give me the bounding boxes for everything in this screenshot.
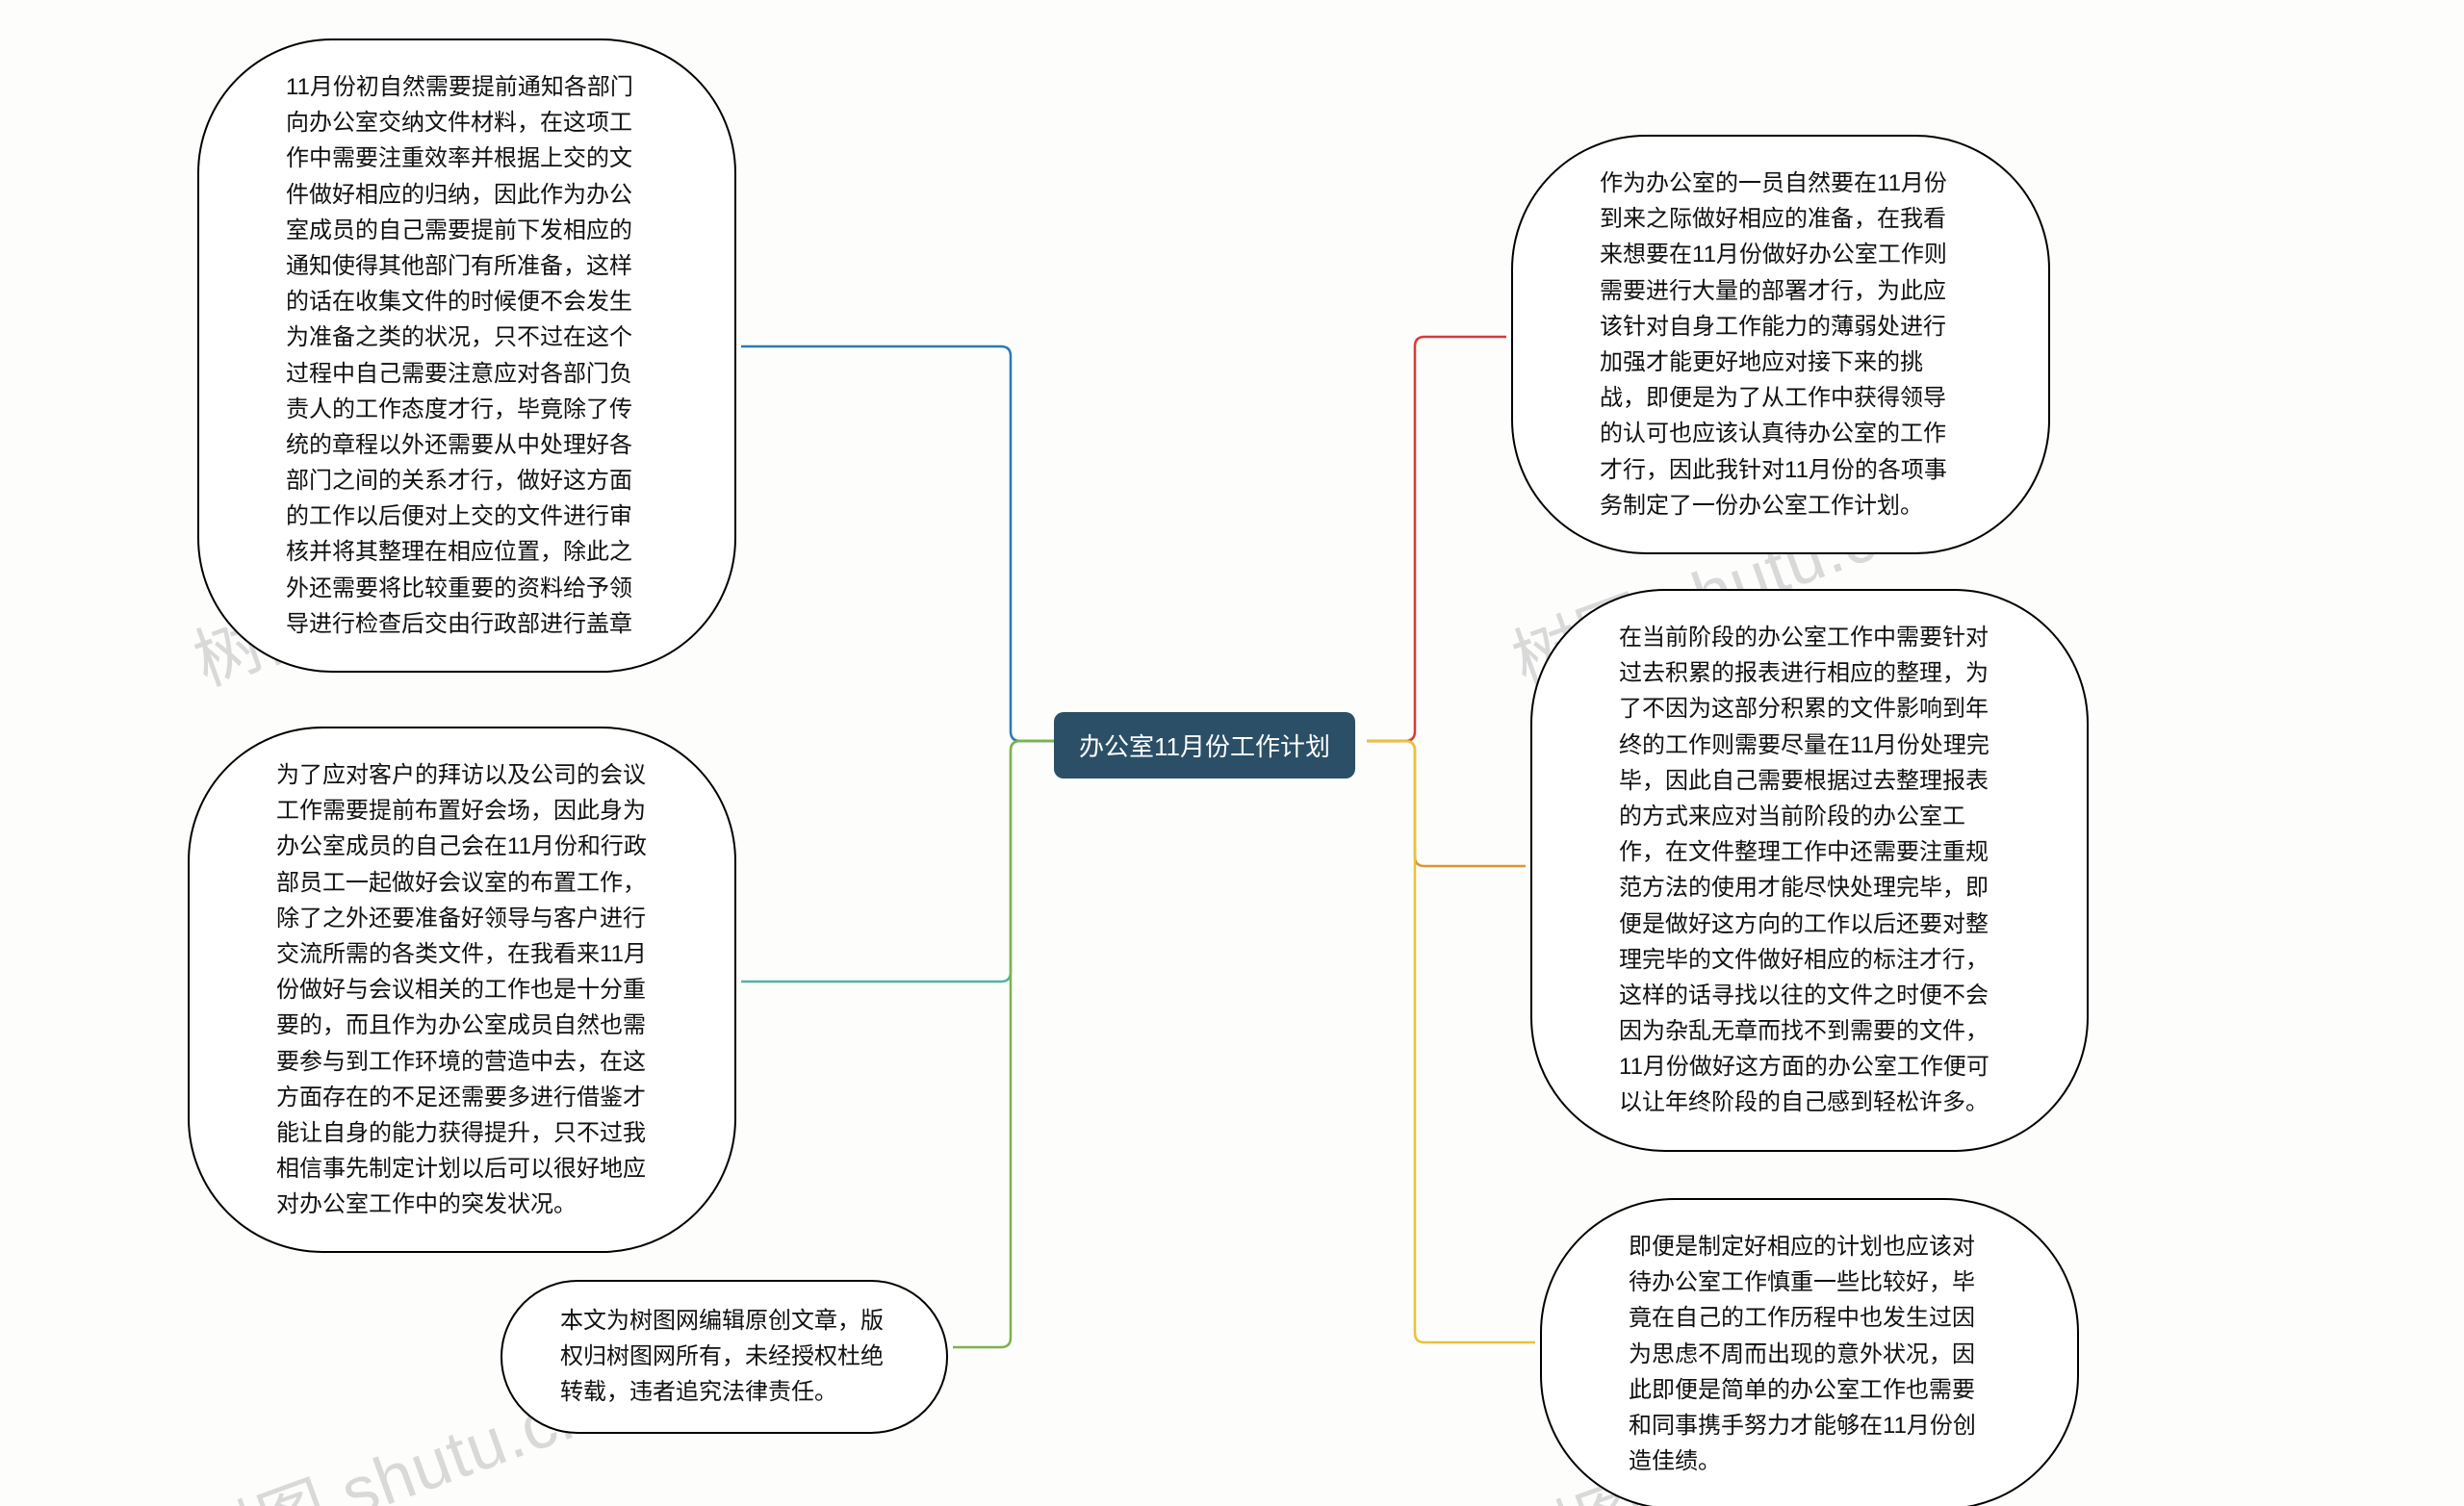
node-left-3: 本文为树图网编辑原创文章，版权归树图网所有，未经授权杜绝转载，违者追究法律责任。: [500, 1280, 948, 1434]
node-right-3: 即便是制定好相应的计划也应该对待办公室工作慎重一些比较好，毕竟在自己的工作历程中…: [1540, 1198, 2079, 1506]
node-left-1: 11月份初自然需要提前通知各部门向办公室交纳文件材料，在这项工作中需要注重效率并…: [197, 38, 736, 673]
node-right-2: 在当前阶段的办公室工作中需要针对过去积累的报表进行相应的整理，为了不因为这部分积…: [1530, 589, 2089, 1152]
node-left-2: 为了应对客户的拜访以及公司的会议工作需要提前布置好会场，因此身为办公室成员的自己…: [188, 727, 736, 1253]
center-node: 办公室11月份工作计划: [1054, 712, 1355, 779]
mindmap-canvas: 树图 shutu.cn 树图 shutu.cn 树图 shutu.cn 树图 s…: [0, 0, 2464, 1506]
node-right-1: 作为办公室的一员自然要在11月份到来之际做好相应的准备，在我看来想要在11月份做…: [1511, 135, 2050, 554]
